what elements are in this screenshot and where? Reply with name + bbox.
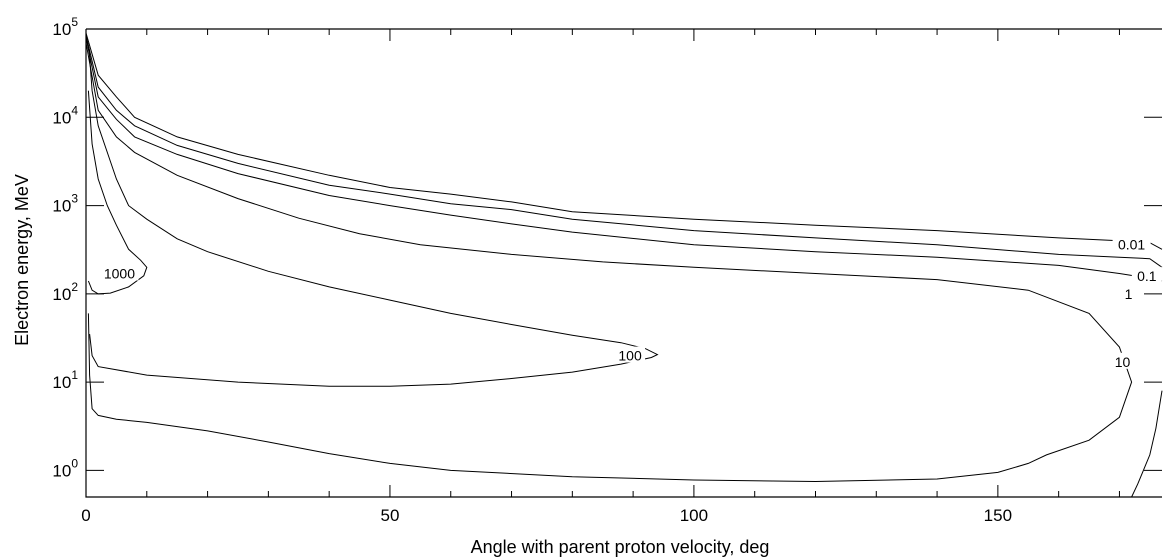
y-tick-label: 100 bbox=[52, 456, 78, 480]
contour-label-bg bbox=[1112, 235, 1151, 252]
x-tick-label: 100 bbox=[680, 506, 708, 525]
contour-label-bg bbox=[615, 346, 646, 363]
contour-label-bg bbox=[1131, 266, 1162, 283]
contour-label: 100 bbox=[618, 348, 642, 364]
contour-line bbox=[85, 42, 1133, 483]
x-tick-label: 0 bbox=[81, 506, 90, 525]
contour-label: 0.1 bbox=[1137, 268, 1157, 284]
y-tick-label: 101 bbox=[52, 368, 78, 392]
x-tick-label: 150 bbox=[984, 506, 1012, 525]
contour-label-bg bbox=[1111, 352, 1134, 369]
y-axis-label: Electron energy, MeV bbox=[12, 174, 32, 346]
contour-line bbox=[87, 90, 148, 295]
contour-label: 1000 bbox=[104, 266, 135, 282]
contour-lines bbox=[85, 32, 1163, 498]
contour-label: 10 bbox=[1115, 354, 1131, 370]
x-axis-ticks: 0 50 100 150 bbox=[81, 29, 1120, 525]
contour-label: 1 bbox=[1125, 286, 1133, 302]
x-tick-label: 50 bbox=[380, 506, 399, 525]
x-axis-label: Angle with parent proton velocity, deg bbox=[471, 537, 770, 557]
contour-line bbox=[85, 37, 1163, 282]
y-tick-label: 103 bbox=[52, 192, 78, 216]
contour-line bbox=[88, 48, 659, 387]
contour-label-bg bbox=[100, 264, 139, 281]
contour-labels: 0.01 0.11 10 100 1000 bbox=[100, 235, 1162, 370]
contour-line bbox=[1131, 390, 1163, 498]
contour-line bbox=[85, 32, 1163, 250]
y-tick-label: 105 bbox=[52, 15, 78, 39]
y-tick-label: 102 bbox=[52, 280, 78, 304]
contour-line bbox=[85, 35, 1163, 268]
contour-label: 0.01 bbox=[1118, 237, 1145, 253]
y-tick-label: 104 bbox=[52, 103, 78, 127]
contour-label-bg bbox=[1121, 284, 1136, 301]
